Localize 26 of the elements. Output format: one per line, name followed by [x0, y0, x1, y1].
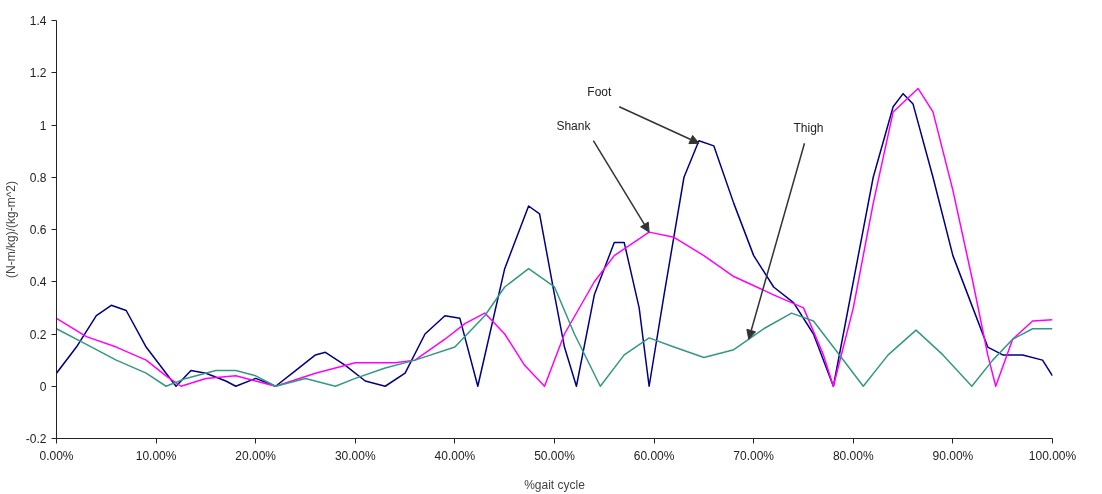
x-tick-label: 90.00%	[932, 448, 974, 463]
x-tick-label: 30.00%	[334, 448, 376, 463]
line-series	[56, 267, 1053, 387]
y-axis-title: (N-m/kg)/(kg-m^2)	[3, 181, 18, 278]
y-tick-label: 0.6	[29, 223, 47, 237]
x-axis-title: %gait cycle	[524, 477, 586, 492]
y-tick-label: 0.8	[29, 170, 47, 185]
y-tick-label: 1	[39, 118, 47, 133]
annotation: Shank	[556, 118, 592, 133]
x-tick-label: 60.00%	[633, 448, 675, 463]
x-tick-label: 10.00%	[135, 448, 177, 463]
y-tick-label: 1.4	[29, 14, 47, 28]
y-tick-label: -0.2	[25, 432, 47, 446]
annotation: Foot	[587, 84, 612, 99]
x-tick-label: 20.00%	[235, 448, 277, 463]
x-tick-label: 100.00%	[1028, 448, 1077, 463]
x-tick-label: 80.00%	[832, 448, 874, 463]
y-tick-label: 1.2	[29, 66, 47, 81]
x-tick-label: 0.00%	[39, 448, 74, 463]
y-tick-label: 0	[39, 379, 47, 394]
y-tick-label: 0.2	[29, 327, 47, 342]
x-tick-label: 40.00%	[434, 448, 476, 463]
x-tick-label: 70.00%	[733, 448, 775, 463]
y-tick-label: 0.4	[29, 275, 47, 290]
annotation: Thigh	[793, 121, 824, 136]
x-tick-label: 50.00%	[534, 448, 576, 463]
